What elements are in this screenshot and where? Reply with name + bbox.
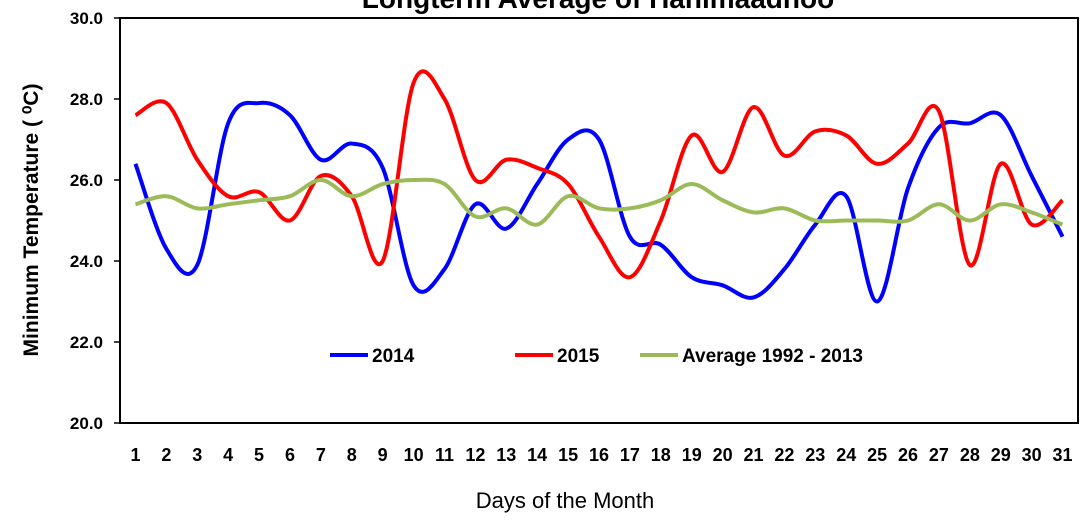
x-tick-label: 20: [713, 445, 733, 465]
x-tick-label: 12: [465, 445, 485, 465]
x-tick-label: 19: [682, 445, 702, 465]
x-tick-label: 22: [774, 445, 794, 465]
x-tick-label: 29: [991, 445, 1011, 465]
x-tick-label: 21: [744, 445, 764, 465]
x-tick-label: 30: [1022, 445, 1042, 465]
x-tick-label: 31: [1053, 445, 1073, 465]
x-tick-label: 16: [589, 445, 609, 465]
x-tick-label: 3: [192, 445, 202, 465]
y-tick-label: 22.0: [70, 333, 103, 352]
plot-area: [119, 17, 1079, 424]
x-tick-label: 23: [805, 445, 825, 465]
y-tick-label: 28.0: [70, 90, 103, 109]
x-tick-label: 13: [496, 445, 516, 465]
chart-title: Longterm Average of Hanimaadhoo: [362, 0, 834, 14]
x-tick-label: 28: [960, 445, 980, 465]
x-tick-label: 26: [898, 445, 918, 465]
x-tick-label: 2: [161, 445, 171, 465]
x-tick-label: 9: [378, 445, 388, 465]
x-tick-label: 24: [836, 445, 856, 465]
x-tick-label: 8: [347, 445, 357, 465]
line-series: [133, 100, 1065, 304]
y-tick-label: 20.0: [70, 414, 103, 433]
line-series: [134, 69, 1064, 280]
x-tick-label: 6: [285, 445, 295, 465]
x-tick-label: 5: [254, 445, 264, 465]
legend-label: 2015: [557, 346, 600, 367]
y-axis-label: Minimum Temperature ( ⁰C): [20, 84, 43, 357]
x-tick-label: 11: [435, 445, 454, 465]
legend-label: Average 1992 - 2013: [682, 346, 863, 367]
legend-label: 2014: [372, 346, 415, 367]
x-tick-label: 27: [929, 445, 949, 465]
x-tick-label: 7: [316, 445, 326, 465]
y-tick-label: 30.0: [70, 9, 103, 28]
x-tick-label: 17: [620, 445, 640, 465]
x-tick-label: 14: [527, 445, 547, 465]
y-tick-label: 24.0: [70, 252, 103, 271]
y-tick-label: 26.0: [70, 171, 103, 190]
x-axis-label: Days of the Month: [476, 488, 655, 513]
x-tick-label: 18: [651, 445, 671, 465]
x-tick-label: 1: [130, 445, 140, 465]
line-series: [134, 177, 1064, 227]
x-tick-label: 4: [223, 445, 233, 465]
x-tick-label: 10: [404, 445, 424, 465]
x-tick-label: 15: [558, 445, 578, 465]
x-tick-label: 25: [867, 445, 887, 465]
